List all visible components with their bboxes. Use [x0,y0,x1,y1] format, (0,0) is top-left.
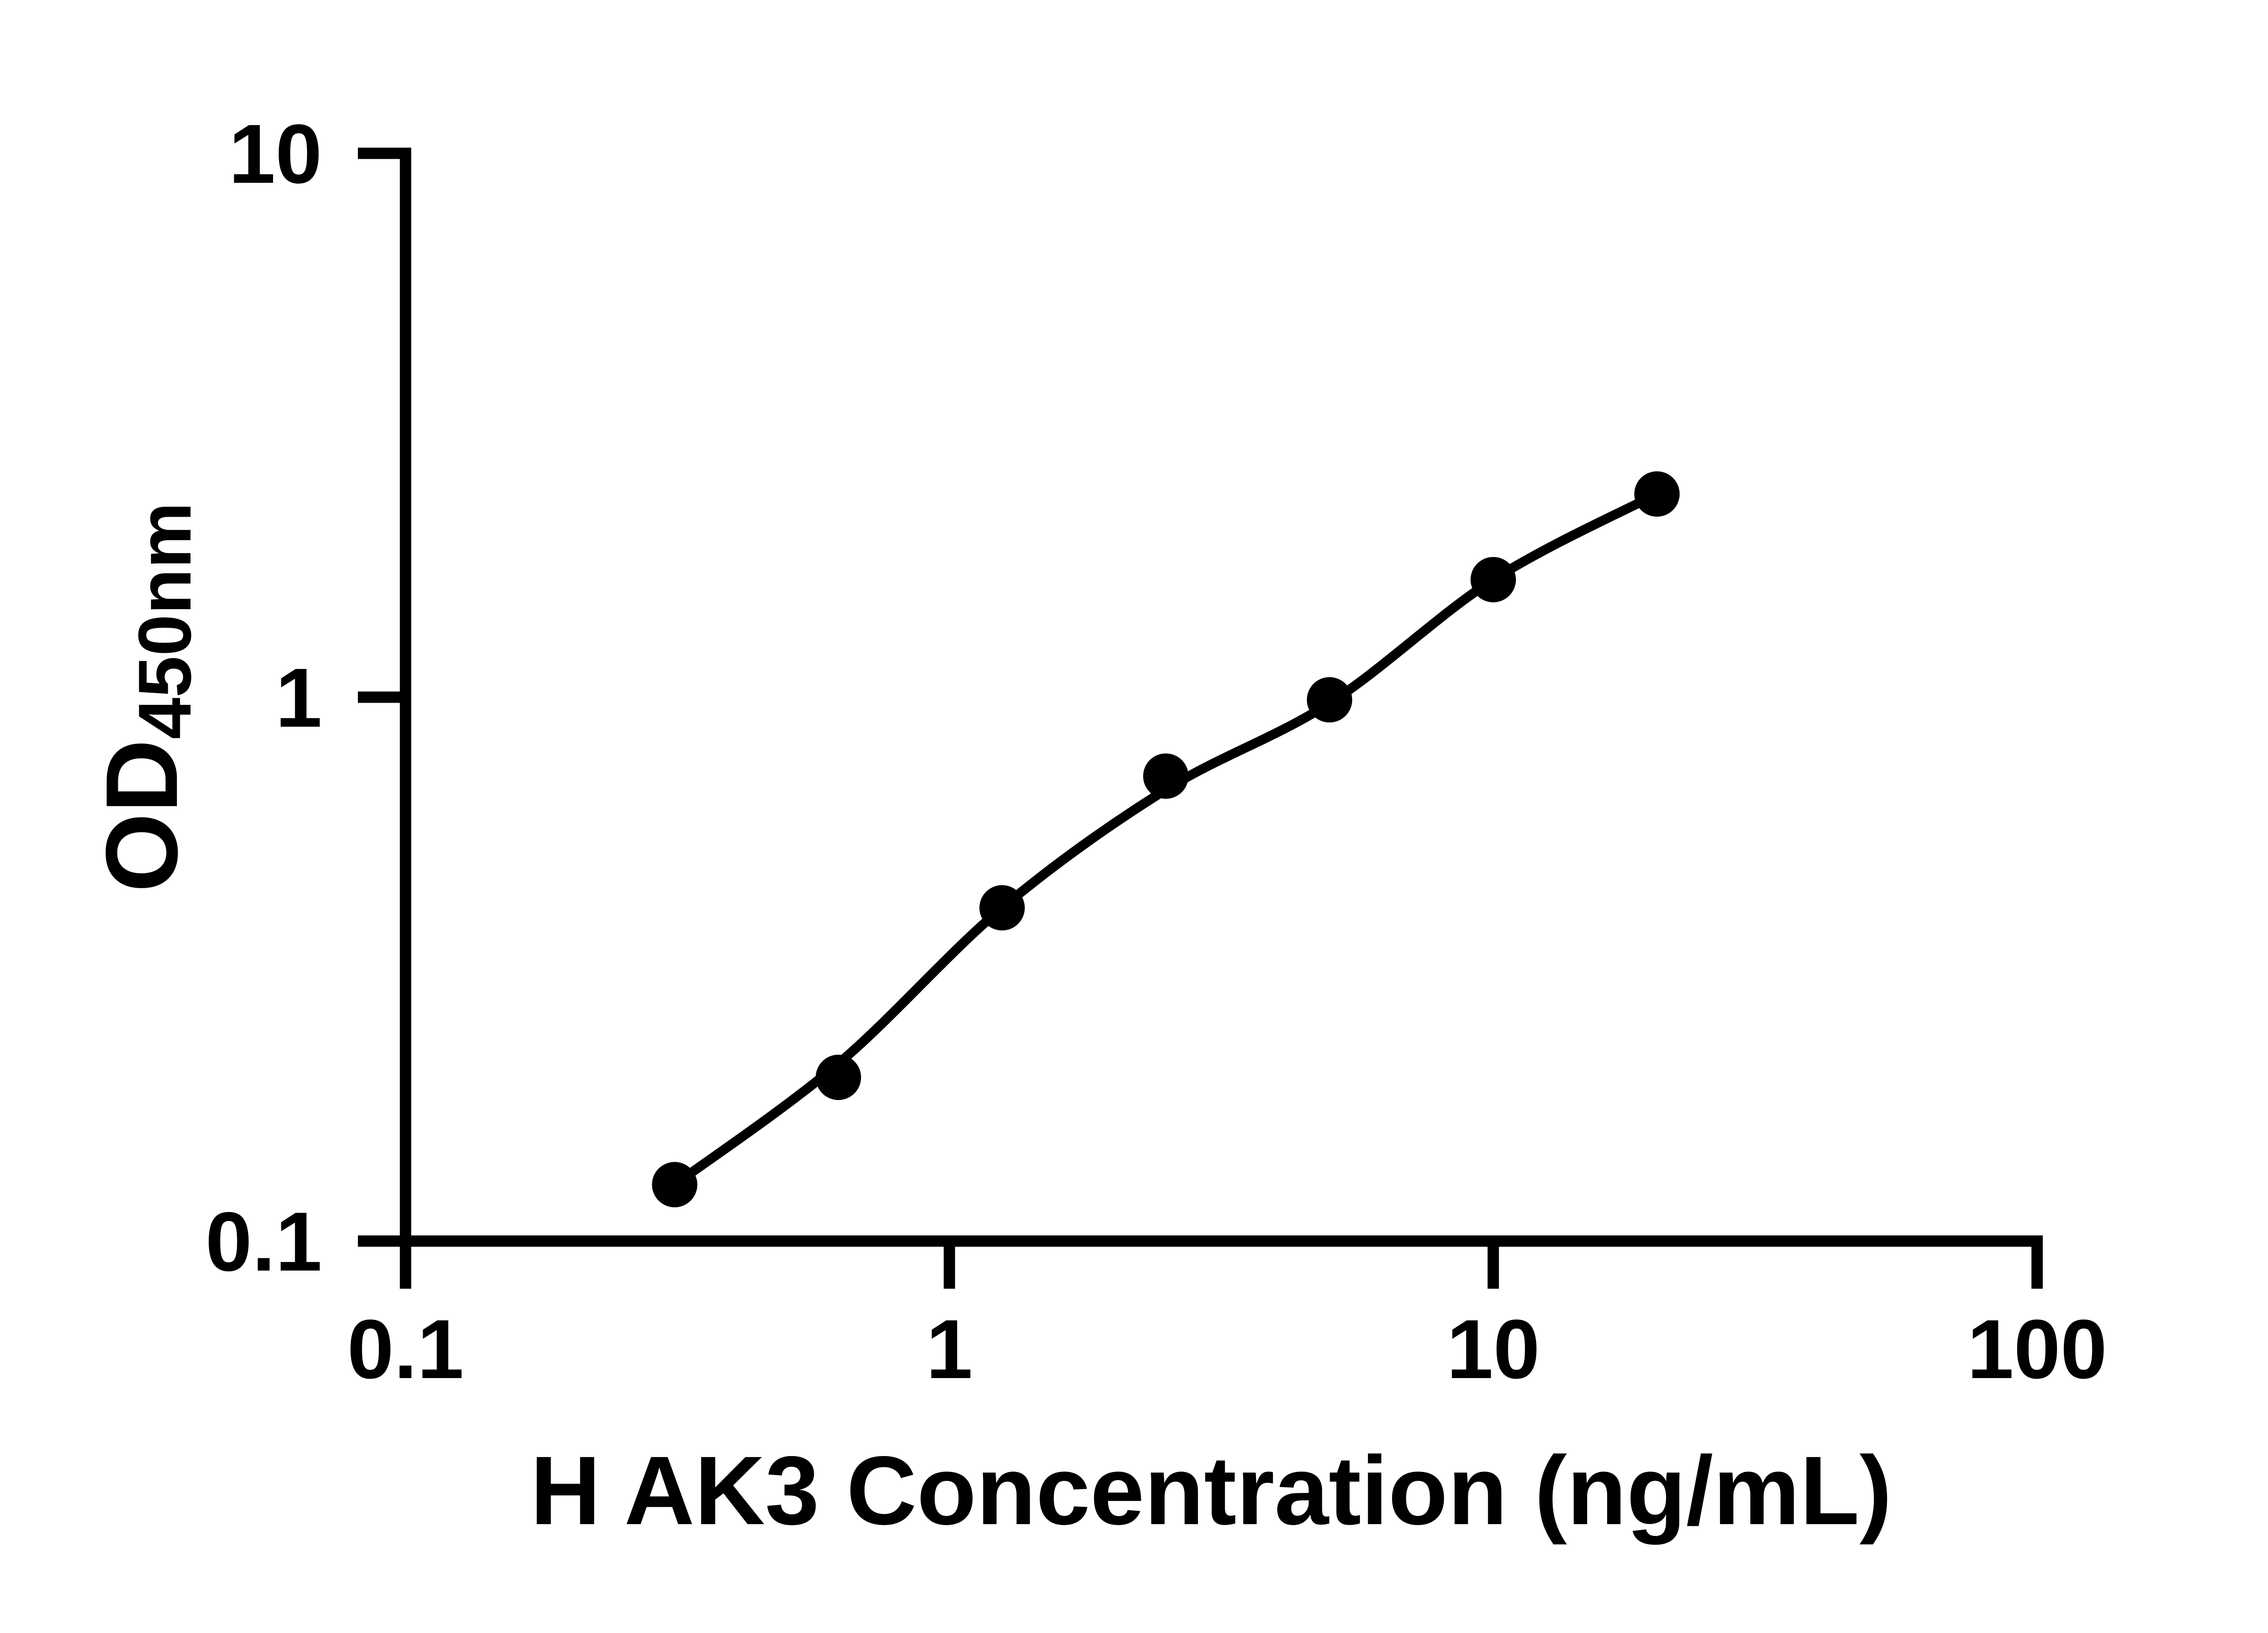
data-point-marker [816,1055,861,1100]
data-point-marker [1634,471,1680,517]
data-point-marker [1143,753,1189,799]
data-point-markers [652,471,1680,1208]
tick-marks [358,147,2043,1289]
x-tick-label: 0.1 [347,1303,464,1396]
x-tick-label: 10 [1447,1303,1540,1396]
y-axis-title-subscript: 450nm [123,502,206,739]
data-point-marker [1471,557,1516,602]
y-axis-title-main: OD [84,739,199,893]
y-tick-label: 1 [275,651,322,745]
axis-frame [400,147,2043,1247]
x-axis-title: H AK3 Concentration (ng/mL) [530,1436,1892,1545]
y-tick-label: 10 [229,108,322,201]
data-point-marker [1307,677,1353,723]
data-point-marker [652,1162,698,1208]
x-tick-label: 100 [1967,1303,2107,1396]
x-tick-label: 1 [926,1303,973,1396]
y-axis-title: OD450nm [84,502,206,892]
tick-labels: 0.1 1 10 100 0.1 1 10 [205,108,2107,1396]
y-tick-label: 0.1 [205,1195,322,1289]
data-point-marker [979,885,1025,931]
